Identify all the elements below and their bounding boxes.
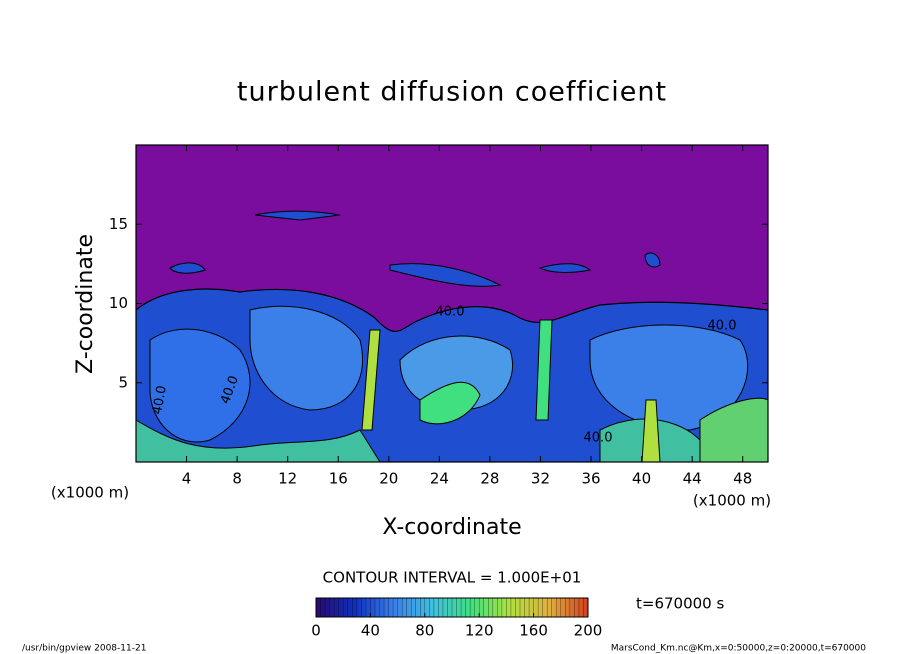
x-tick-label: 20	[379, 470, 398, 488]
time-label: t=670000 s	[636, 595, 724, 613]
contour-label: 40.0	[708, 319, 737, 334]
x-tick-label: 16	[329, 470, 348, 488]
contour-label: 40.0	[150, 384, 170, 415]
contour-label: 40.0	[584, 431, 613, 446]
colorbar-tick-label: 0	[311, 622, 321, 640]
contour-field	[136, 145, 768, 462]
x-tick-label: 48	[733, 470, 752, 488]
x-tick-label: 40	[632, 470, 651, 488]
chart-title: turbulent diffusion coefficient	[237, 77, 667, 108]
x-tick-label: 4	[182, 470, 192, 488]
x-unit-label: (x1000 m)	[693, 492, 771, 510]
colorbar-tick-label: 40	[361, 622, 380, 640]
y-tick-label: 10	[109, 294, 128, 312]
colorbar-tick-label: 120	[465, 622, 494, 640]
x-tick-label: 28	[480, 470, 499, 488]
x-unit-label: (x1000 m)	[51, 484, 129, 502]
x-axis-label: X-coordinate	[382, 515, 521, 540]
x-tick-label: 32	[531, 470, 550, 488]
footer-right: MarsCond_Km.nc@Km,x=0:50000,z=0:20000,t=…	[611, 644, 866, 654]
colorbar-tick-label: 160	[519, 622, 548, 640]
x-tick-label: 12	[278, 470, 297, 488]
x-tick-label: 24	[430, 470, 449, 488]
contour-label: 40.0	[436, 305, 465, 320]
x-tick-label: 44	[683, 470, 702, 488]
x-tick-label: 8	[232, 470, 242, 488]
colorbar-tick-label: 80	[415, 622, 434, 640]
colorbar-label: CONTOUR INTERVAL = 1.000E+01	[323, 569, 582, 587]
y-tick-label: 5	[118, 373, 128, 391]
y-tick-label: 15	[109, 215, 128, 233]
colorbar-tick-label: 200	[574, 622, 603, 640]
footer-left: /usr/bin/gpview 2008-11-21	[22, 644, 146, 654]
y-axis-label: Z-coordinate	[73, 234, 98, 374]
x-tick-label: 36	[581, 470, 600, 488]
